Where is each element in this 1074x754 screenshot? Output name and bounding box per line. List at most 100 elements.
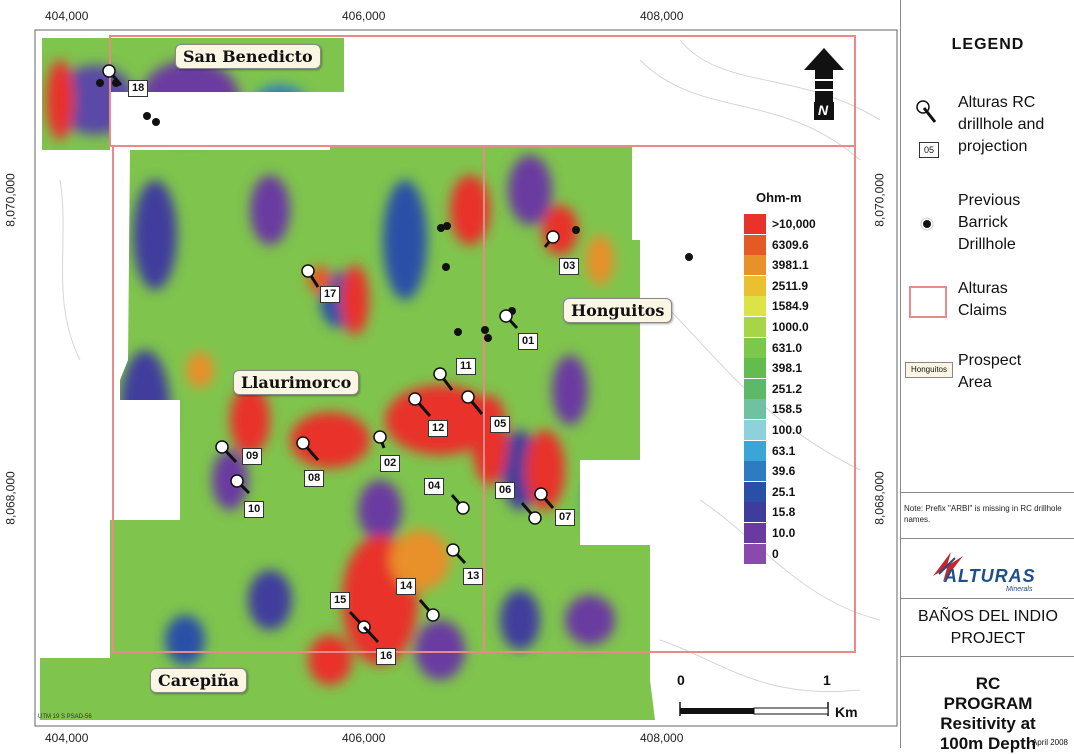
resistivity-value-label: 15.8 xyxy=(772,505,796,520)
resistivity-value-label: 158.5 xyxy=(772,402,803,417)
resistivity-swatch xyxy=(744,502,766,523)
barrick-drillhole-dot xyxy=(152,118,160,126)
scale-one-label: 1 xyxy=(823,672,831,688)
prospect-label-san-benedicto: San Benedicto xyxy=(175,44,321,69)
barrick-drillhole-dot xyxy=(442,263,450,271)
resistivity-scale-row: 25.1 xyxy=(744,481,864,502)
resistivity-scale-row: 15.8 xyxy=(744,502,864,523)
rc-drillhole-marker xyxy=(215,440,229,454)
resistivity-swatch xyxy=(744,420,766,440)
scale-zero-label: 0 xyxy=(677,672,685,688)
alturas-logo-icon xyxy=(933,552,963,582)
alturas-logo-text: ALTURAS xyxy=(944,566,1036,586)
alturas-logo-subtext: Minerals xyxy=(1006,586,1033,593)
topo-contours xyxy=(59,39,881,692)
date-label: April 2008 xyxy=(1031,738,1068,747)
resistivity-value-label: 10.0 xyxy=(772,526,796,540)
barrick-drillhole-dot xyxy=(443,222,451,230)
resistivity-swatch xyxy=(744,378,766,399)
rc-drillhole-projection xyxy=(362,625,380,644)
resistivity-scale-row: 398.1 xyxy=(744,358,864,379)
resistivity-scale-row: 10.0 xyxy=(744,523,864,543)
rc-drillhole-marker xyxy=(230,474,244,488)
resistivity-scale-row: 39.6 xyxy=(744,461,864,482)
legend-divider xyxy=(901,656,1074,657)
drillhole-label: 08 xyxy=(304,470,325,487)
rc-drillhole-marker xyxy=(408,392,422,406)
resistivity-swatch xyxy=(744,275,766,296)
legend-panel: LEGEND 05 Alturas RC drillhole and proje… xyxy=(900,0,1074,753)
scale-unit-label: Km xyxy=(835,704,858,720)
north-arrow-icon xyxy=(804,48,844,120)
resistivity-scale-row: >10,000 xyxy=(744,214,864,234)
x-tick-label: 406,000 xyxy=(342,731,386,745)
drillhole-label: 05 xyxy=(490,416,511,433)
legend-divider xyxy=(901,492,1074,493)
drillhole-label: 16 xyxy=(376,648,397,665)
resistivity-scale-row: 6309.6 xyxy=(744,234,864,255)
rc-drillhole-legend-sample: 05 xyxy=(919,142,939,158)
barrick-drillhole-legend-text: Previous Barrick Drillhole xyxy=(958,192,1021,253)
resistivity-value-label: 0 xyxy=(772,546,779,561)
barrick-drillholes xyxy=(96,79,693,342)
legend-divider xyxy=(901,538,1074,539)
resistivity-value-label: 2511.9 xyxy=(772,278,809,293)
rc-drillhole-marker xyxy=(102,64,116,78)
legend-title: LEGEND xyxy=(951,36,1025,53)
drillhole-label: 02 xyxy=(380,455,401,472)
resistivity-scale-row: 100.0 xyxy=(744,420,864,440)
resistivity-swatch xyxy=(744,543,766,564)
north-label: N xyxy=(818,102,829,118)
resistivity-scale-row: 251.2 xyxy=(744,378,864,399)
resistivity-value-label: >10,000 xyxy=(772,217,816,231)
resistivity-scale-row: 1000.0 xyxy=(744,317,864,337)
resistivity-swatch xyxy=(744,234,766,255)
rc-drillholes xyxy=(102,64,560,644)
resistivity-swatch xyxy=(744,317,766,337)
resistivity-swatch xyxy=(744,481,766,502)
resistivity-swatch xyxy=(744,358,766,379)
prospect-label-llaurimorco: Llaurimorco xyxy=(233,370,360,395)
claims-legend-text: Alturas Claims xyxy=(958,280,1008,319)
resistivity-scale: >10,000 6309.6 3981.1 2511.9 1584.9 1000.0 631… xyxy=(744,214,864,654)
legend-divider xyxy=(901,598,1074,599)
drillhole-label: 12 xyxy=(428,420,449,437)
resistivity-value-label: 39.6 xyxy=(772,464,796,479)
drillhole-label: 04 xyxy=(424,478,445,495)
barrick-drillhole-dot xyxy=(481,326,489,334)
rc-drillhole-marker xyxy=(534,487,548,501)
resistivity-value-label: 1000.0 xyxy=(772,320,809,334)
resistivity-swatch xyxy=(744,461,766,482)
rc-drillhole-marker xyxy=(528,511,542,525)
resistivity-value-label: 398.1 xyxy=(772,361,803,376)
rc-drillhole-legend-icon xyxy=(916,100,937,123)
rc-drillhole-marker xyxy=(426,608,440,622)
resistivity-scale-title: Ohm-m xyxy=(756,190,802,205)
barrick-drillhole-dot xyxy=(484,334,492,342)
drillhole-label: 18 xyxy=(128,80,149,97)
resistivity-value-label: 631.0 xyxy=(772,340,803,355)
drillhole-label: 17 xyxy=(320,286,341,303)
resistivity-value-label: 1584.9 xyxy=(772,299,809,314)
legend-note: Note: Prefix "ARBI" is missing in RC dri… xyxy=(904,504,1062,524)
scale-bar xyxy=(679,702,829,716)
rc-drillhole-marker xyxy=(546,230,560,244)
barrick-drillhole-dot xyxy=(143,112,151,120)
barrick-drillhole-dot xyxy=(572,226,580,234)
drillhole-label: 09 xyxy=(242,448,263,465)
barrick-drillhole-dot xyxy=(96,79,104,87)
resistivity-scale-row: 1584.9 xyxy=(744,296,864,317)
drillhole-label: 15 xyxy=(330,592,351,609)
prospect-label-carepina: Carepiña xyxy=(150,668,247,693)
rc-drillhole-marker xyxy=(373,430,387,444)
x-tick-label: 408,000 xyxy=(640,9,684,23)
barrick-drillhole-legend-icon xyxy=(920,217,934,231)
utm-label: UTM 19 S PSAD-56 xyxy=(38,714,92,720)
rc-drillhole-marker xyxy=(499,309,513,323)
x-tick-label: 406,000 xyxy=(342,9,386,23)
drillhole-label: 01 xyxy=(518,333,539,350)
resistivity-swatch xyxy=(744,523,766,543)
drillhole-label: 13 xyxy=(463,568,484,585)
x-tick-label: 404,000 xyxy=(45,731,89,745)
resistivity-scale-row: 63.1 xyxy=(744,440,864,461)
